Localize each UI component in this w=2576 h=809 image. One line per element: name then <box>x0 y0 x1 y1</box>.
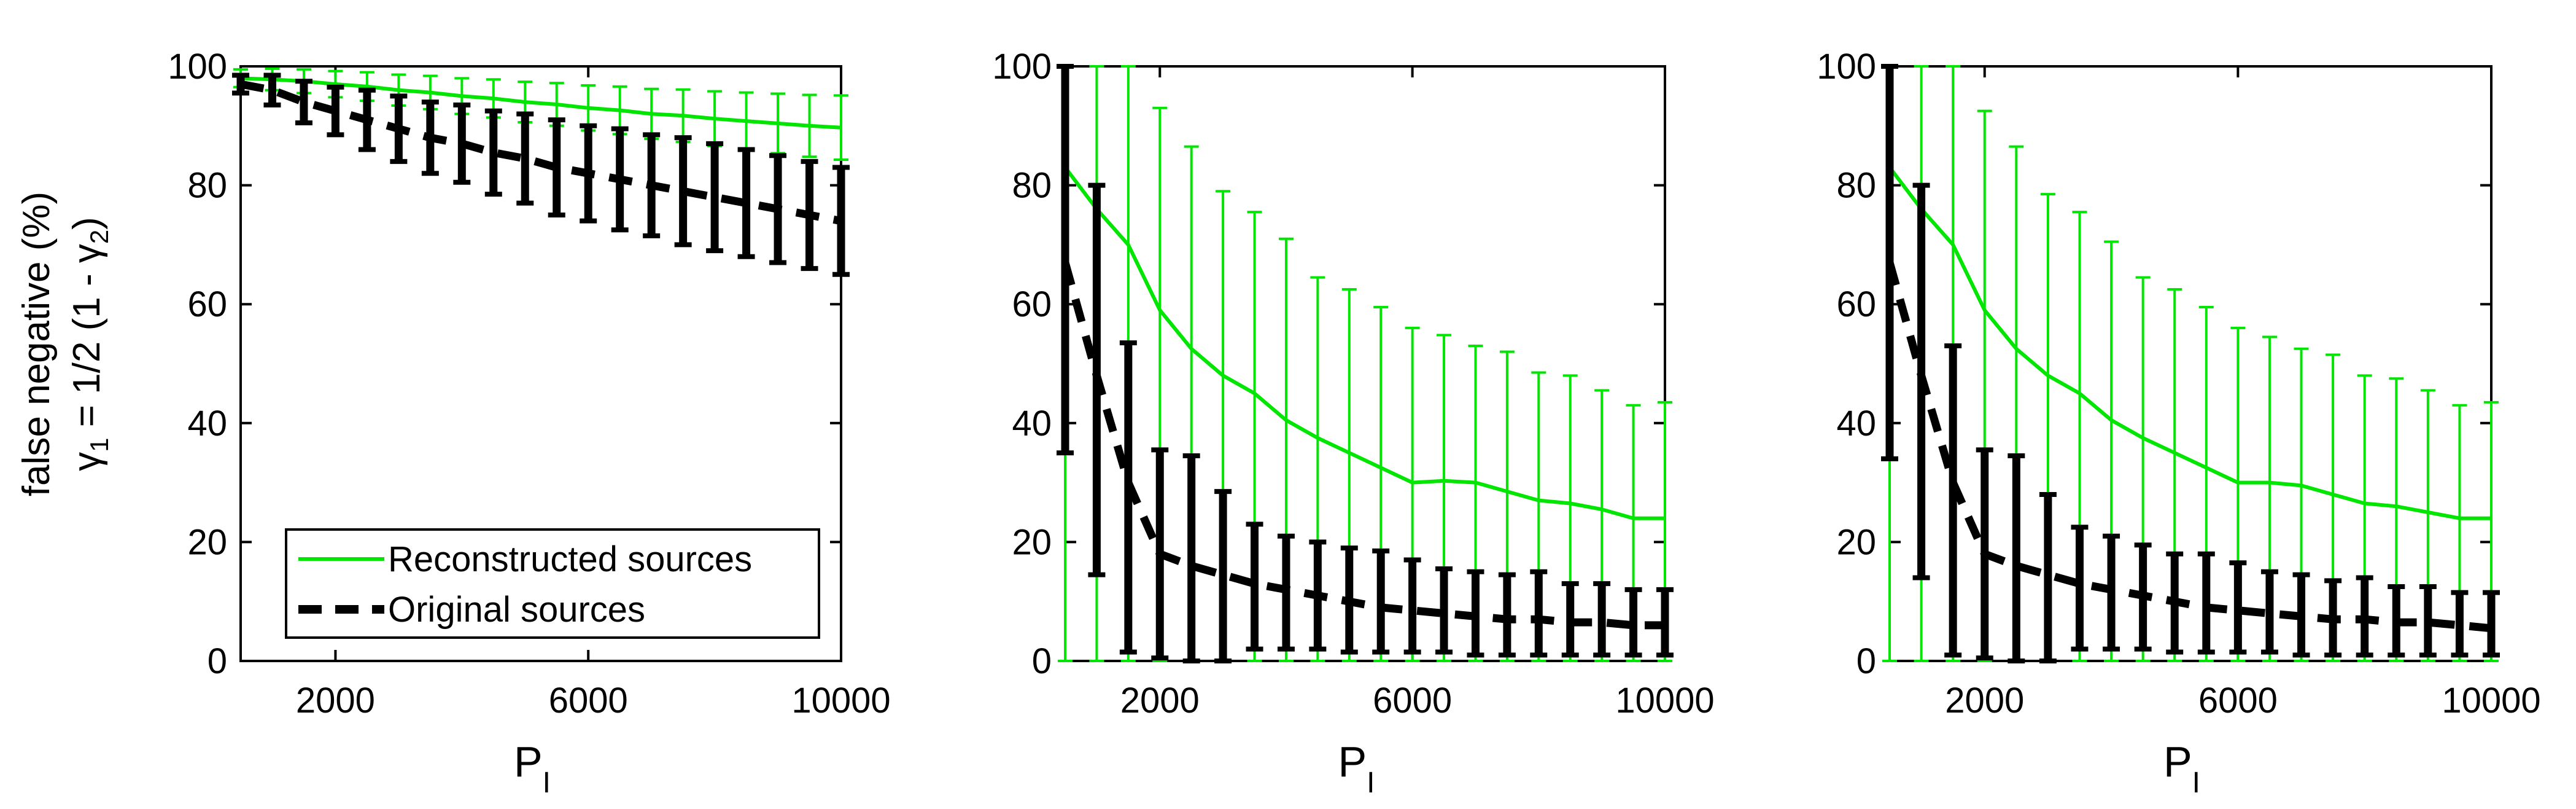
panel-right: 0 20 40 60 80 100 2000 6000 10000 PI <box>1817 47 2540 799</box>
x-axis-label-main: P <box>1338 738 1367 786</box>
y-tick-label: 60 <box>187 284 227 324</box>
series-line <box>239 80 842 225</box>
gamma2-subscript: 2 <box>85 230 114 244</box>
x-tick-label: 2000 <box>296 681 375 721</box>
y-axis-label-line1: false negative (%) <box>15 192 58 496</box>
y-tick-label: 40 <box>187 404 227 444</box>
legend-box <box>285 528 820 639</box>
series-line <box>1061 261 1665 630</box>
legend-reconstructed-label: Reconstructed sources <box>388 539 752 579</box>
x-tick-label: 10000 <box>1615 681 1714 721</box>
gamma1-symbol: γ <box>66 452 108 471</box>
y-tick-label: 20 <box>187 522 227 562</box>
x-axis-label: PI <box>2163 738 2200 799</box>
y-tick-label: 20 <box>1012 522 1052 562</box>
legend: Reconstructed sources Original sources <box>285 528 820 639</box>
series-line <box>1063 166 1665 520</box>
x-tick-label: 10000 <box>2442 681 2540 721</box>
x-axis-label-subscript: I <box>543 767 551 799</box>
plot-area-left <box>239 65 842 662</box>
y-tick-label: 60 <box>1836 284 1876 324</box>
series-original-left <box>232 72 850 277</box>
plot-area-middle <box>1064 65 1666 662</box>
series-line <box>240 76 842 130</box>
x-axis-label: PI <box>1338 738 1375 799</box>
y-tick-label: 40 <box>1836 404 1876 444</box>
series-reconstructed-right <box>1882 65 2499 662</box>
y-axis-label-line2: γ1 = 1/2 (1 - γ2) <box>66 217 114 471</box>
y-tick-label: 80 <box>1836 166 1876 206</box>
y-tick-label: 60 <box>1012 284 1052 324</box>
gamma1-subscript: 1 <box>85 437 114 451</box>
x-axis-label-main: P <box>2163 738 2192 786</box>
y-tick-label: 80 <box>187 166 227 206</box>
x-tick-label: 6000 <box>1373 681 1452 721</box>
x-tick-label: 2000 <box>1120 681 1200 721</box>
y-tick-label: 0 <box>208 641 227 681</box>
y-tick-label: 100 <box>992 47 1052 87</box>
x-tick-label: 6000 <box>2198 681 2278 721</box>
series-line <box>1888 166 2491 520</box>
series-original-right <box>1881 64 2500 663</box>
y-axis-label-equation: = 1/2 (1 - <box>66 263 108 437</box>
plot-area-right <box>1888 65 2493 662</box>
panel-left: 0 20 40 60 80 100 2000 6000 10000 PI <box>168 47 890 799</box>
x-axis-label: PI <box>514 738 551 799</box>
y-tick-label: 0 <box>1856 641 1876 681</box>
y-tick-label: 80 <box>1012 166 1052 206</box>
y-tick-label: 0 <box>1032 641 1052 681</box>
y-tick-label: 100 <box>168 47 227 87</box>
series-original-middle <box>1057 64 1674 663</box>
legend-original-label: Original sources <box>388 590 645 630</box>
gamma2-symbol: γ <box>66 244 108 263</box>
y-axis-label-close: ) <box>66 217 108 230</box>
x-tick-label: 2000 <box>1945 681 2024 721</box>
x-tick-label: 6000 <box>549 681 628 721</box>
panel-middle: 0 20 40 60 80 100 2000 6000 10000 PI <box>992 47 1714 799</box>
x-axis-label-subscript: I <box>2192 767 2200 799</box>
x-axis-label-main: P <box>514 738 543 786</box>
series-reconstructed-middle <box>1058 65 1672 662</box>
y-tick-label: 40 <box>1012 404 1052 444</box>
series-reconstructed-left <box>233 67 848 161</box>
y-tick-label: 100 <box>1817 47 1876 87</box>
y-tick-label: 20 <box>1836 522 1876 562</box>
x-tick-label: 10000 <box>791 681 890 721</box>
x-axis-label-subscript: I <box>1367 767 1375 799</box>
series-line <box>1885 261 2492 633</box>
